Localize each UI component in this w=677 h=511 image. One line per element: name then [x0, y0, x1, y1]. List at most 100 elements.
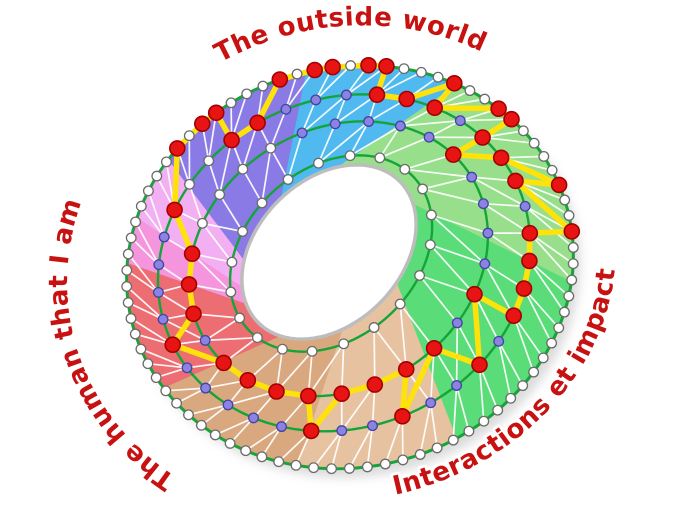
- graph-node-white: [195, 419, 207, 431]
- graph-node-white: [528, 137, 540, 149]
- journey-node-red: [550, 176, 568, 194]
- graph-node-white: [537, 352, 549, 364]
- graph-node-white: [563, 290, 575, 302]
- graph-node-white: [209, 429, 221, 441]
- journey-nodes: [164, 57, 581, 440]
- graph-node-purple: [296, 127, 308, 139]
- graph-node-white: [160, 385, 172, 397]
- graph-node-white: [558, 306, 570, 318]
- mesh-line: [528, 232, 575, 265]
- graph-node-white: [183, 130, 195, 142]
- mesh-line: [200, 404, 229, 427]
- mesh-line: [528, 232, 573, 281]
- mesh-line: [334, 93, 378, 125]
- mesh-line: [330, 429, 343, 470]
- mesh-line: [452, 384, 458, 441]
- mesh-line: [218, 193, 244, 233]
- mesh-line: [204, 336, 259, 342]
- graph-node-purple: [367, 420, 378, 432]
- mesh-line: [429, 243, 486, 265]
- mesh-line: [497, 340, 524, 387]
- journey-node-red: [492, 149, 510, 167]
- graph-node-white: [121, 264, 133, 276]
- mesh-line: [287, 132, 303, 181]
- mesh-line: [523, 287, 560, 329]
- mesh-line: [482, 202, 526, 208]
- graph-node-white: [226, 256, 238, 268]
- graph-node-purple: [199, 334, 211, 346]
- journey-node-red: [444, 146, 462, 163]
- journey-node-red: [164, 336, 181, 354]
- mesh-line: [301, 94, 348, 134]
- graph-node-white: [251, 332, 263, 344]
- journey-node-red: [271, 71, 289, 88]
- mesh-line: [459, 118, 513, 122]
- graph-node-white: [538, 150, 550, 162]
- journey-node-red: [490, 100, 507, 117]
- mesh-line: [317, 120, 370, 165]
- journey-node-red: [466, 285, 483, 303]
- graph-node-white: [225, 97, 237, 109]
- graph-node-white: [479, 93, 491, 105]
- graph-node-white: [415, 66, 427, 78]
- mesh-line: [201, 222, 244, 233]
- graph-node-purple: [425, 397, 437, 409]
- journey-node-red: [503, 110, 520, 128]
- graph-node-white: [505, 392, 517, 404]
- journey-node-red: [515, 280, 533, 297]
- graph-node-white: [129, 328, 141, 340]
- graph-node-white: [463, 425, 475, 437]
- mesh-line: [244, 425, 283, 452]
- journey-node-red: [185, 305, 202, 323]
- journey-node-red: [223, 131, 240, 149]
- graph-node-purple: [451, 317, 463, 329]
- graph-node-purple: [280, 103, 292, 115]
- mesh-line: [317, 122, 337, 165]
- graph-node-purple: [363, 116, 375, 127]
- graph-node-white: [563, 210, 575, 221]
- graph-node-white: [338, 338, 350, 350]
- graph-node-purple: [200, 382, 212, 394]
- graph-node-purple: [157, 313, 169, 325]
- mesh-line: [473, 293, 500, 343]
- mesh-line: [455, 384, 470, 433]
- graph-node-white: [313, 157, 324, 169]
- graph-node-purple: [222, 399, 234, 411]
- mesh-line: [191, 252, 232, 293]
- journey-node-red: [398, 90, 416, 108]
- graph-node-purple: [340, 89, 352, 101]
- journey-node-red: [239, 371, 257, 389]
- graph-node-white: [478, 415, 490, 427]
- graph-node-white: [431, 442, 443, 454]
- mesh-line: [229, 417, 255, 445]
- mesh-line: [340, 342, 345, 395]
- journey-node-red: [215, 354, 232, 372]
- mesh-line: [261, 425, 283, 458]
- mesh-line: [275, 350, 313, 393]
- mesh-line: [403, 168, 473, 178]
- graph-node-purple: [158, 231, 170, 243]
- graph-node-white: [368, 322, 380, 333]
- mesh-line: [366, 424, 374, 468]
- journey-node-red: [166, 201, 183, 219]
- graph-node-white: [345, 60, 357, 72]
- graph-node-white: [398, 63, 410, 75]
- ring-outline: [125, 63, 575, 471]
- graph-node-white: [135, 343, 147, 355]
- mesh-line: [429, 347, 435, 404]
- mesh-line: [314, 64, 352, 101]
- graph-node-white: [121, 281, 133, 292]
- journey-node-red: [302, 422, 320, 440]
- graph-node-purple: [181, 362, 193, 374]
- graph-node-white: [241, 88, 253, 100]
- graph-node-white: [237, 163, 249, 175]
- graph-node-white: [414, 270, 426, 281]
- graph-node-white: [374, 152, 386, 164]
- mesh-line: [430, 214, 489, 234]
- mesh-line: [218, 139, 233, 196]
- mesh-line: [312, 429, 343, 469]
- graph-node-purple: [477, 198, 489, 210]
- ring-outline: [228, 154, 434, 353]
- graph-node-white: [417, 183, 429, 195]
- journey-node-red: [445, 75, 463, 92]
